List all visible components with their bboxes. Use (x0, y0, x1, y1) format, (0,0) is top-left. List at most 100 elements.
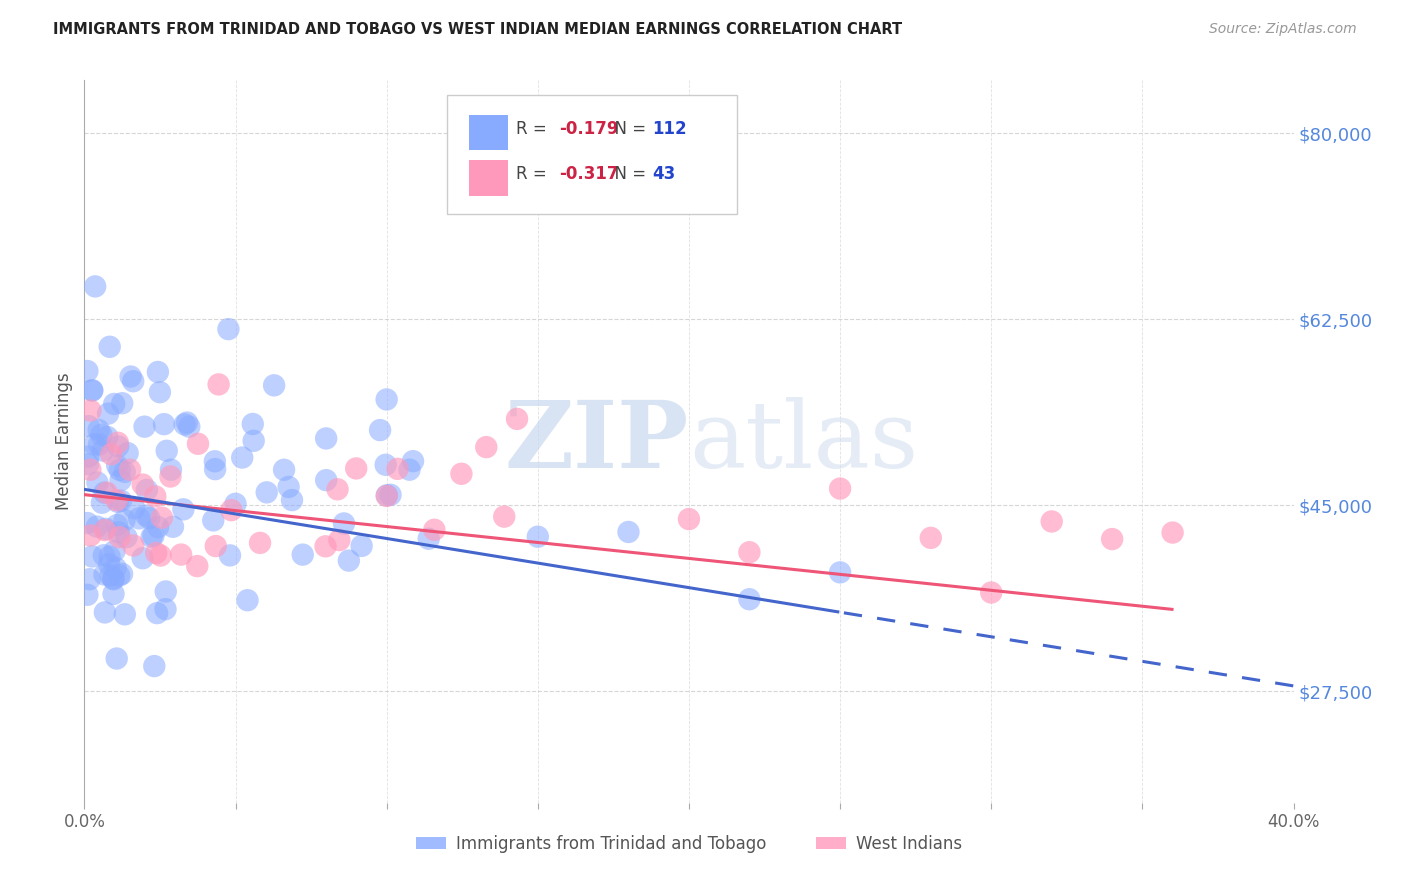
Point (104, 544, 127, 558)
FancyBboxPatch shape (468, 115, 508, 151)
Point (93, 567, 115, 582)
Point (980, 585, 1002, 599)
Point (77, 450, 100, 464)
Point (124, 501, 146, 516)
Point (315, 539, 337, 553)
Point (219, 549, 242, 563)
Point (105, 651, 128, 665)
Point (423, 523, 446, 537)
Point (380, 488, 402, 502)
Point (149, 385, 172, 400)
Point (315, 432, 337, 446)
Point (398, 463, 420, 477)
Point (527, 530, 550, 544)
Point (418, 532, 440, 546)
Point (830, 566, 852, 580)
Point (146, 365, 169, 379)
Point (104, 561, 127, 575)
Point (273, 463, 295, 477)
Point (186, 559, 208, 574)
Point (172, 502, 194, 516)
Point (221, 503, 243, 517)
Point (111, 566, 134, 581)
Point (291, 548, 314, 562)
Point (103, 587, 125, 601)
Text: ZIP: ZIP (505, 397, 689, 486)
Point (132, 477, 155, 491)
Point (100, 568, 122, 582)
Point (143, 489, 166, 503)
Point (225, 497, 247, 511)
Legend: Immigrants from Trinidad and Tobago, West Indians: Immigrants from Trinidad and Tobago, Wes… (409, 828, 969, 860)
Text: N =: N = (605, 165, 651, 183)
Point (96, 485, 118, 500)
Point (204, 454, 226, 468)
Point (114, 607, 136, 622)
Point (77, 457, 100, 471)
Text: -0.179: -0.179 (560, 120, 619, 138)
Point (79, 572, 101, 586)
Point (375, 488, 398, 502)
Point (141, 530, 163, 544)
Point (328, 533, 350, 547)
Point (105, 518, 128, 533)
Point (103, 397, 125, 411)
Point (77, 419, 100, 434)
Point (96, 430, 118, 444)
Text: R =: R = (516, 165, 553, 183)
Point (231, 450, 253, 465)
Point (131, 551, 153, 566)
Point (111, 396, 134, 410)
Point (134, 419, 156, 434)
Point (263, 378, 285, 392)
Point (207, 377, 229, 392)
Point (277, 480, 299, 494)
Point (76, 588, 98, 602)
Point (118, 463, 141, 477)
Point (159, 469, 181, 483)
Point (94, 523, 117, 537)
Point (86, 475, 108, 490)
Point (1040, 515, 1063, 529)
Point (93, 485, 115, 500)
Point (103, 572, 125, 586)
Point (93, 549, 115, 563)
Point (117, 446, 139, 460)
Point (82, 549, 104, 564)
Point (114, 465, 136, 479)
Point (344, 461, 367, 475)
Point (79, 403, 101, 417)
Text: 112: 112 (652, 120, 688, 138)
Point (84, 279, 107, 293)
Point (108, 530, 131, 544)
Point (494, 509, 516, 524)
Point (506, 412, 529, 426)
Text: atlas: atlas (689, 397, 918, 486)
Point (98, 558, 121, 572)
Point (79, 528, 101, 542)
Point (91, 443, 114, 458)
Point (138, 511, 160, 525)
Point (149, 549, 172, 563)
Point (738, 545, 761, 559)
Point (91, 496, 114, 510)
Text: R =: R = (516, 120, 553, 138)
Point (103, 572, 125, 586)
Point (242, 434, 264, 448)
Point (173, 417, 195, 432)
Point (108, 463, 131, 477)
Point (110, 473, 132, 487)
FancyBboxPatch shape (468, 161, 508, 196)
Point (146, 520, 169, 534)
Point (368, 423, 391, 437)
Point (150, 510, 173, 524)
Point (249, 536, 271, 550)
Point (94, 522, 117, 536)
Point (920, 531, 942, 545)
Point (146, 606, 169, 620)
Point (135, 483, 157, 497)
Point (86, 519, 108, 533)
Point (83, 437, 105, 451)
Text: -0.317: -0.317 (560, 165, 619, 183)
Point (281, 493, 304, 508)
